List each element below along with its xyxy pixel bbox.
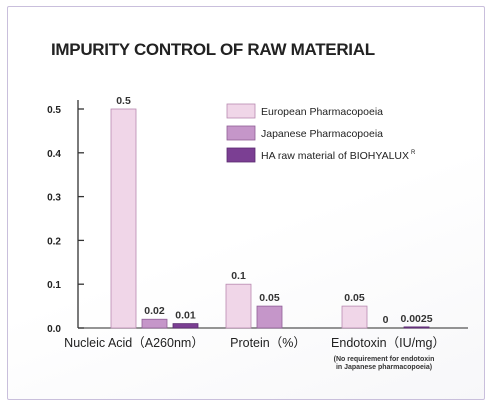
data-label: 0.5 [116,95,131,107]
bar [256,305,283,329]
bar [225,283,252,329]
data-label: 0.01 [175,310,196,322]
footnote-line: (No requirement for endotoxin [334,356,435,363]
legend-label: Japanese Pharmacopoeia [261,128,383,140]
y-tick-label: 0.5 [47,105,61,116]
y-tick-label: 0.4 [47,149,61,160]
chart-title: IMPURITY CONTROL OF RAW MATERIAL [51,40,375,59]
bar [141,318,168,329]
y-tick-label: 0.3 [47,193,61,204]
data-label: 0 [383,314,389,326]
bar [110,108,137,329]
chart-frame [7,6,485,400]
data-label: 0.1 [231,270,246,282]
footnote-line: in Japanese pharmacopoeia) [336,364,432,371]
data-label: 0.05 [344,292,365,304]
bar [403,326,430,329]
legend-label-superscript: R [411,150,416,156]
data-label: 0.05 [259,292,280,304]
legend-label: HA raw material of BIOHYALUX R [261,150,416,162]
bar [172,323,199,329]
x-tick-label: Nucleic Acid（A260nm） [64,336,204,350]
y-tick-label: 0.1 [47,280,61,291]
y-tick-label: 0.0 [47,324,61,335]
x-tick-label: Protein（%） [230,336,306,350]
legend-swatch [226,103,256,119]
data-label: 0.02 [144,305,165,317]
data-label: 0.0025 [400,313,432,325]
legend-swatch [226,125,256,141]
legend-swatch [226,147,256,163]
x-tick-label: Endotoxin（IU/mg） [331,336,445,350]
legend-label: European Pharmacopoeia [261,106,383,118]
bar [341,305,368,329]
y-tick-label: 0.2 [47,236,61,247]
